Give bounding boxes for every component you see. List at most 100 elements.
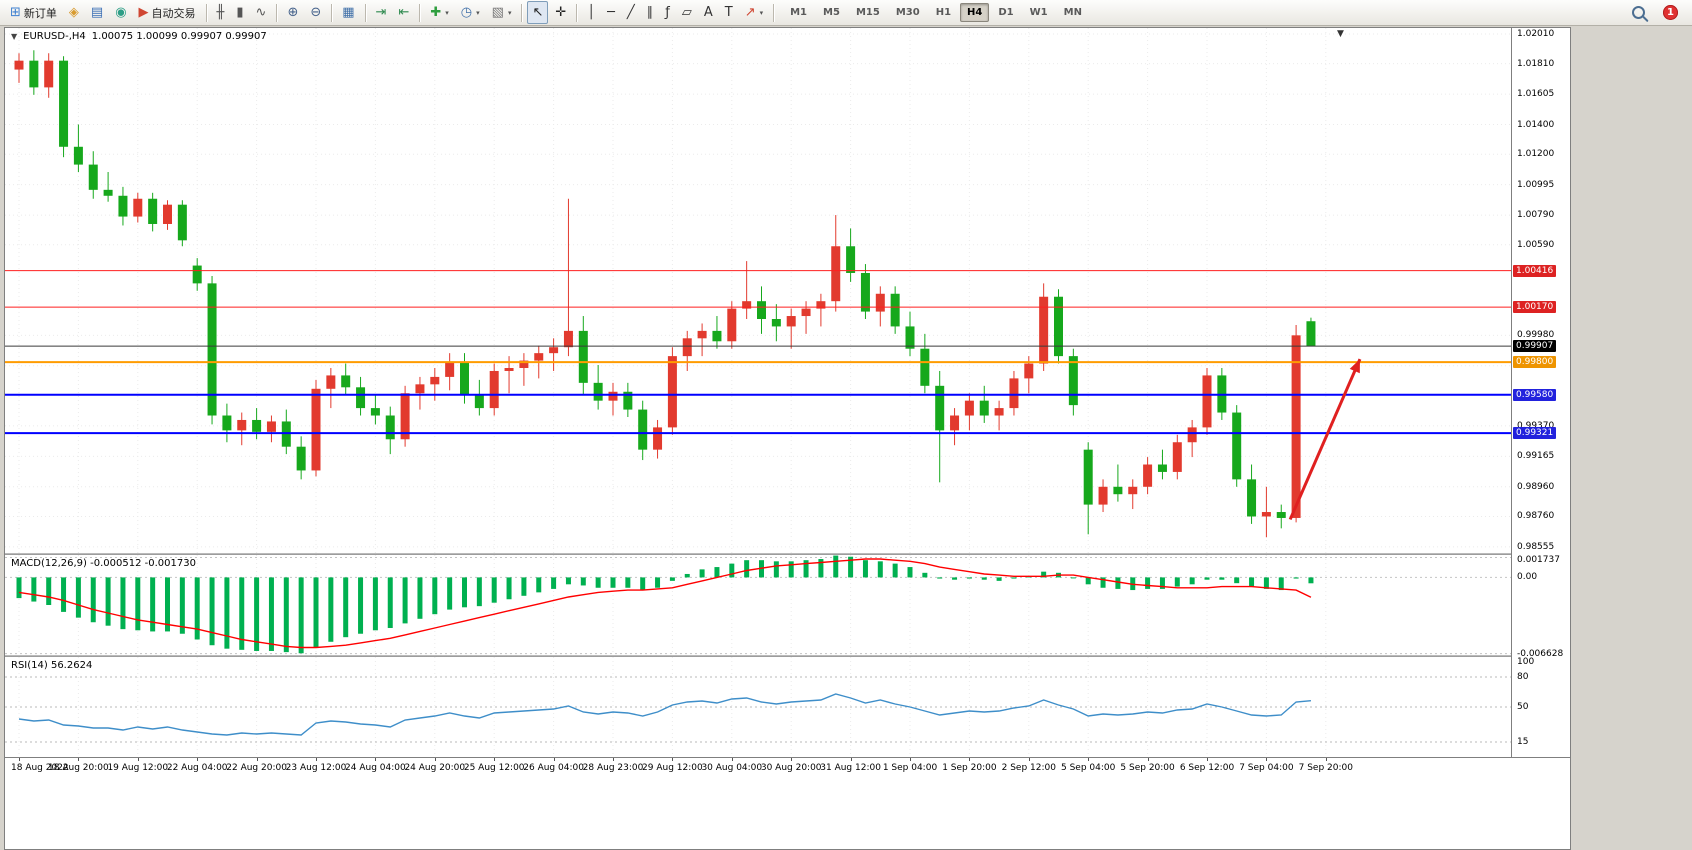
price-scale[interactable]: 1.02010 1.01810 1.01605 1.01400 1.01200 1.009…: [1511, 28, 1570, 757]
timeframe-button-h1[interactable]: H1: [935, 7, 952, 18]
macd-histogram-bar: [788, 561, 794, 578]
rsi-indicator-pane[interactable]: RSI(14) 56.2624: [5, 657, 1511, 757]
indicators-button[interactable]: ✚ ▾: [425, 1, 453, 24]
candle-bullish: [1172, 442, 1182, 472]
candle-bullish: [44, 60, 54, 88]
time-axis-label: 31 Aug 12:00: [820, 763, 881, 773]
equidistant-channel-button[interactable]: ∥: [642, 1, 659, 24]
timeframe-button-m5[interactable]: M5: [823, 7, 840, 18]
bar-chart-button[interactable]: ╫: [212, 1, 230, 24]
macd-histogram-bar: [937, 577, 943, 579]
tile-windows-button[interactable]: ▦: [337, 1, 359, 24]
data-refresh-button[interactable]: ◉: [110, 1, 131, 24]
macd-histogram-bar: [1041, 571, 1047, 578]
macd-indicator-pane[interactable]: MACD(12,26,9) -0.000512 -0.001730: [5, 555, 1511, 655]
profiles-button[interactable]: ▤: [86, 1, 108, 24]
candle-bullish: [950, 415, 960, 431]
text-label-button[interactable]: T: [720, 1, 738, 24]
pane-separator[interactable]: [5, 655, 1570, 657]
candle-bullish: [311, 388, 321, 471]
timeframe-button-m15[interactable]: M15: [855, 7, 880, 18]
candle-bearish: [1054, 296, 1063, 357]
trend-arrow-head: [1349, 359, 1360, 374]
candle-bearish: [638, 409, 648, 450]
zoom-out-button[interactable]: ⊖: [305, 1, 326, 24]
chart-shift-marker-icon[interactable]: ▼: [1337, 29, 1344, 39]
timeframe-button-d1[interactable]: D1: [998, 7, 1014, 18]
candle-bullish: [400, 393, 410, 440]
candle-bearish: [846, 246, 856, 273]
time-axis-tick: [19, 758, 20, 761]
candle-bullish: [1039, 296, 1049, 364]
macd-histogram-bar: [892, 563, 898, 578]
trendline-button[interactable]: ╱: [622, 1, 640, 24]
candlestick-chart-button[interactable]: ▮: [231, 1, 248, 24]
macd-histogram-bar: [432, 577, 438, 615]
one-click-trading-arrow-icon[interactable]: ▼: [11, 32, 18, 41]
macd-histogram-bar: [907, 567, 913, 578]
chart-window-icon: ◈: [68, 5, 79, 20]
cursor-button[interactable]: ↖: [527, 1, 549, 24]
timeframe-button-m30[interactable]: M30: [895, 7, 920, 18]
time-axis-tick: [850, 758, 852, 761]
macd-histogram-bar: [1070, 577, 1076, 579]
toolbar-separator: [364, 3, 366, 22]
time-axis-tick: [1325, 758, 1327, 761]
auto-scroll-button[interactable]: ⇥: [371, 1, 392, 24]
charts-button[interactable]: ◈: [64, 1, 84, 24]
time-axis-tick: [256, 758, 258, 761]
horizontal-line-button[interactable]: ─: [602, 1, 620, 24]
dropdown-arrow-icon[interactable]: ▾: [507, 8, 512, 17]
candle-bearish: [460, 362, 469, 395]
macd-histogram-bar: [729, 563, 735, 578]
trend-arrow-annotation[interactable]: [1288, 358, 1362, 521]
zoom-in-icon: ⊕: [287, 5, 299, 20]
text-icon: A: [703, 5, 713, 20]
dropdown-arrow-icon[interactable]: ▾: [445, 8, 449, 17]
notifications-badge[interactable]: 1: [1663, 5, 1678, 20]
vertical-line-button[interactable]: │: [582, 1, 600, 24]
candle-bullish: [1291, 335, 1301, 518]
zoom-in-button[interactable]: ⊕: [282, 1, 303, 24]
arrows-button[interactable]: ↗ ▾: [740, 1, 768, 24]
chart-shift-button[interactable]: ⇤: [393, 1, 414, 24]
line-chart-button[interactable]: ∿: [251, 1, 272, 24]
text-button[interactable]: A: [699, 1, 718, 24]
candle-bullish: [801, 308, 811, 317]
timeframe-button-w1[interactable]: W1: [1029, 7, 1048, 18]
auto-trading-button[interactable]: ▶ 自动交易: [134, 1, 201, 24]
pane-separator[interactable]: [5, 553, 1570, 555]
price-scale-tick: 0.99165: [1517, 451, 1555, 462]
rsi-scale-tick: 50: [1517, 702, 1529, 712]
candle-bullish: [682, 338, 692, 357]
fibonacci-button[interactable]: ƒ: [660, 1, 675, 24]
candle-bearish: [1157, 464, 1167, 472]
time-axis-tick: [494, 758, 496, 761]
zoom-out-icon: ⊖: [310, 5, 322, 20]
new-order-button[interactable]: ⊞ 新订单: [5, 1, 62, 24]
dropdown-arrow-icon[interactable]: ▾: [759, 8, 764, 17]
time-axis-label: 25 Aug 12:00: [463, 763, 525, 773]
macd-histogram-bar: [862, 560, 868, 578]
periods-button[interactable]: ◷ ▾: [456, 1, 485, 24]
macd-histogram-bar: [1219, 577, 1225, 580]
templates-button[interactable]: ▧ ▾: [487, 1, 517, 24]
price-chart-pane[interactable]: ▼ EURUSD-,H4 1.00075 1.00099 0.99907 0.9…: [5, 28, 1511, 553]
crosshair-button[interactable]: ✛: [550, 1, 571, 24]
dropdown-arrow-icon[interactable]: ▾: [476, 8, 480, 17]
shapes-button[interactable]: ▱: [677, 1, 697, 24]
search-icon[interactable]: [1632, 6, 1645, 19]
timeframe-button-mn[interactable]: MN: [1063, 7, 1082, 18]
rsi-label: RSI(14) 56.2624: [11, 660, 93, 671]
channel-icon: ∥: [646, 5, 654, 20]
timeframe-button-m1[interactable]: M1: [790, 7, 808, 18]
time-axis[interactable]: 18 Aug 2022 18 Aug 20:00 19 Aug 12:00 22 Au…: [5, 758, 1570, 776]
timeframe-toolbar: M1 M5 M15 M30 H1 H4 D1 W1 MN: [782, 3, 1090, 22]
macd-histogram-bar: [1145, 577, 1151, 589]
macd-histogram-bar: [120, 577, 126, 630]
candle-bearish: [1083, 449, 1093, 505]
macd-histogram-bar: [744, 560, 750, 578]
timeframe-button-h4[interactable]: H4: [960, 3, 990, 22]
candle-bearish: [222, 415, 232, 431]
candle-bearish: [370, 408, 380, 416]
